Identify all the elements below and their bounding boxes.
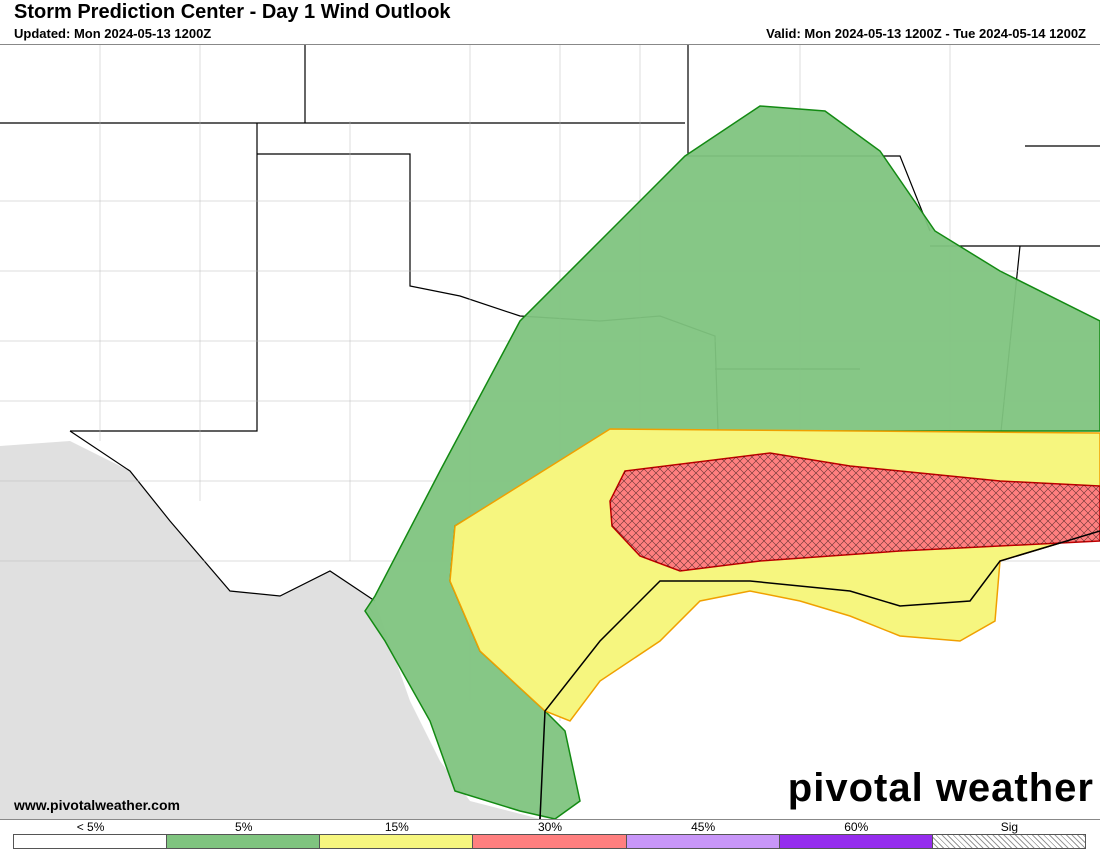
legend-item-lt5: < 5% xyxy=(13,820,168,849)
outlook-map xyxy=(0,44,1100,820)
legend-item-60: 60% xyxy=(778,820,933,849)
legend-swatch xyxy=(472,834,627,849)
legend-swatch xyxy=(625,834,780,849)
valid-time: Valid: Mon 2024-05-13 1200Z - Tue 2024-0… xyxy=(766,26,1086,41)
legend-swatch xyxy=(931,834,1086,849)
pivotal-weather-logo: pivotal weather xyxy=(787,766,1094,810)
page-title: Storm Prediction Center - Day 1 Wind Out… xyxy=(14,1,451,23)
legend-item-5: 5% xyxy=(166,820,321,849)
risk-area-sig xyxy=(610,453,1100,571)
legend-item-30: 30% xyxy=(472,820,627,849)
updated-time: Updated: Mon 2024-05-13 1200Z xyxy=(14,26,212,41)
legend-label: 5% xyxy=(235,820,253,834)
legend-label: < 5% xyxy=(76,820,105,834)
legend-item-sig: Sig xyxy=(931,820,1086,849)
mexico-region xyxy=(0,441,540,819)
legend-label: 60% xyxy=(844,820,869,834)
legend-swatch xyxy=(778,834,933,849)
legend-swatch xyxy=(13,834,168,849)
legend-swatch xyxy=(166,834,321,849)
website-url[interactable]: www.pivotalweather.com xyxy=(14,797,180,813)
coastline xyxy=(539,530,1100,819)
legend: < 5% 5% 15% 30% 45% 60% Sig xyxy=(13,820,1086,849)
legend-item-15: 15% xyxy=(319,820,474,849)
legend-label: 30% xyxy=(537,820,562,834)
legend-label: 15% xyxy=(384,820,409,834)
legend-item-45: 45% xyxy=(625,820,780,849)
legend-label: 45% xyxy=(691,820,716,834)
legend-swatch xyxy=(319,834,474,849)
legend-label: Sig xyxy=(1000,820,1019,834)
